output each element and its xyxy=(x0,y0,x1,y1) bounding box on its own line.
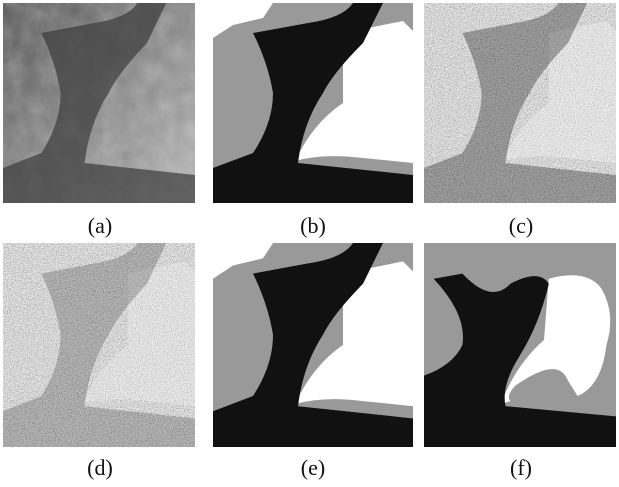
panel-e-image xyxy=(213,243,413,447)
caption: (c) xyxy=(509,213,533,238)
caption: (f) xyxy=(510,455,532,480)
panel-c-image xyxy=(424,3,616,203)
figure: (a) (b) (c) (d) (e) (f) xyxy=(0,0,619,487)
caption: (a) xyxy=(88,213,112,238)
panel-f-image xyxy=(424,243,616,447)
panel-d-image xyxy=(3,243,195,447)
caption: (e) xyxy=(301,455,325,480)
caption: (b) xyxy=(300,213,326,238)
caption: (d) xyxy=(87,455,113,480)
panel-a-image xyxy=(3,3,195,203)
panel-b-image xyxy=(213,3,413,203)
